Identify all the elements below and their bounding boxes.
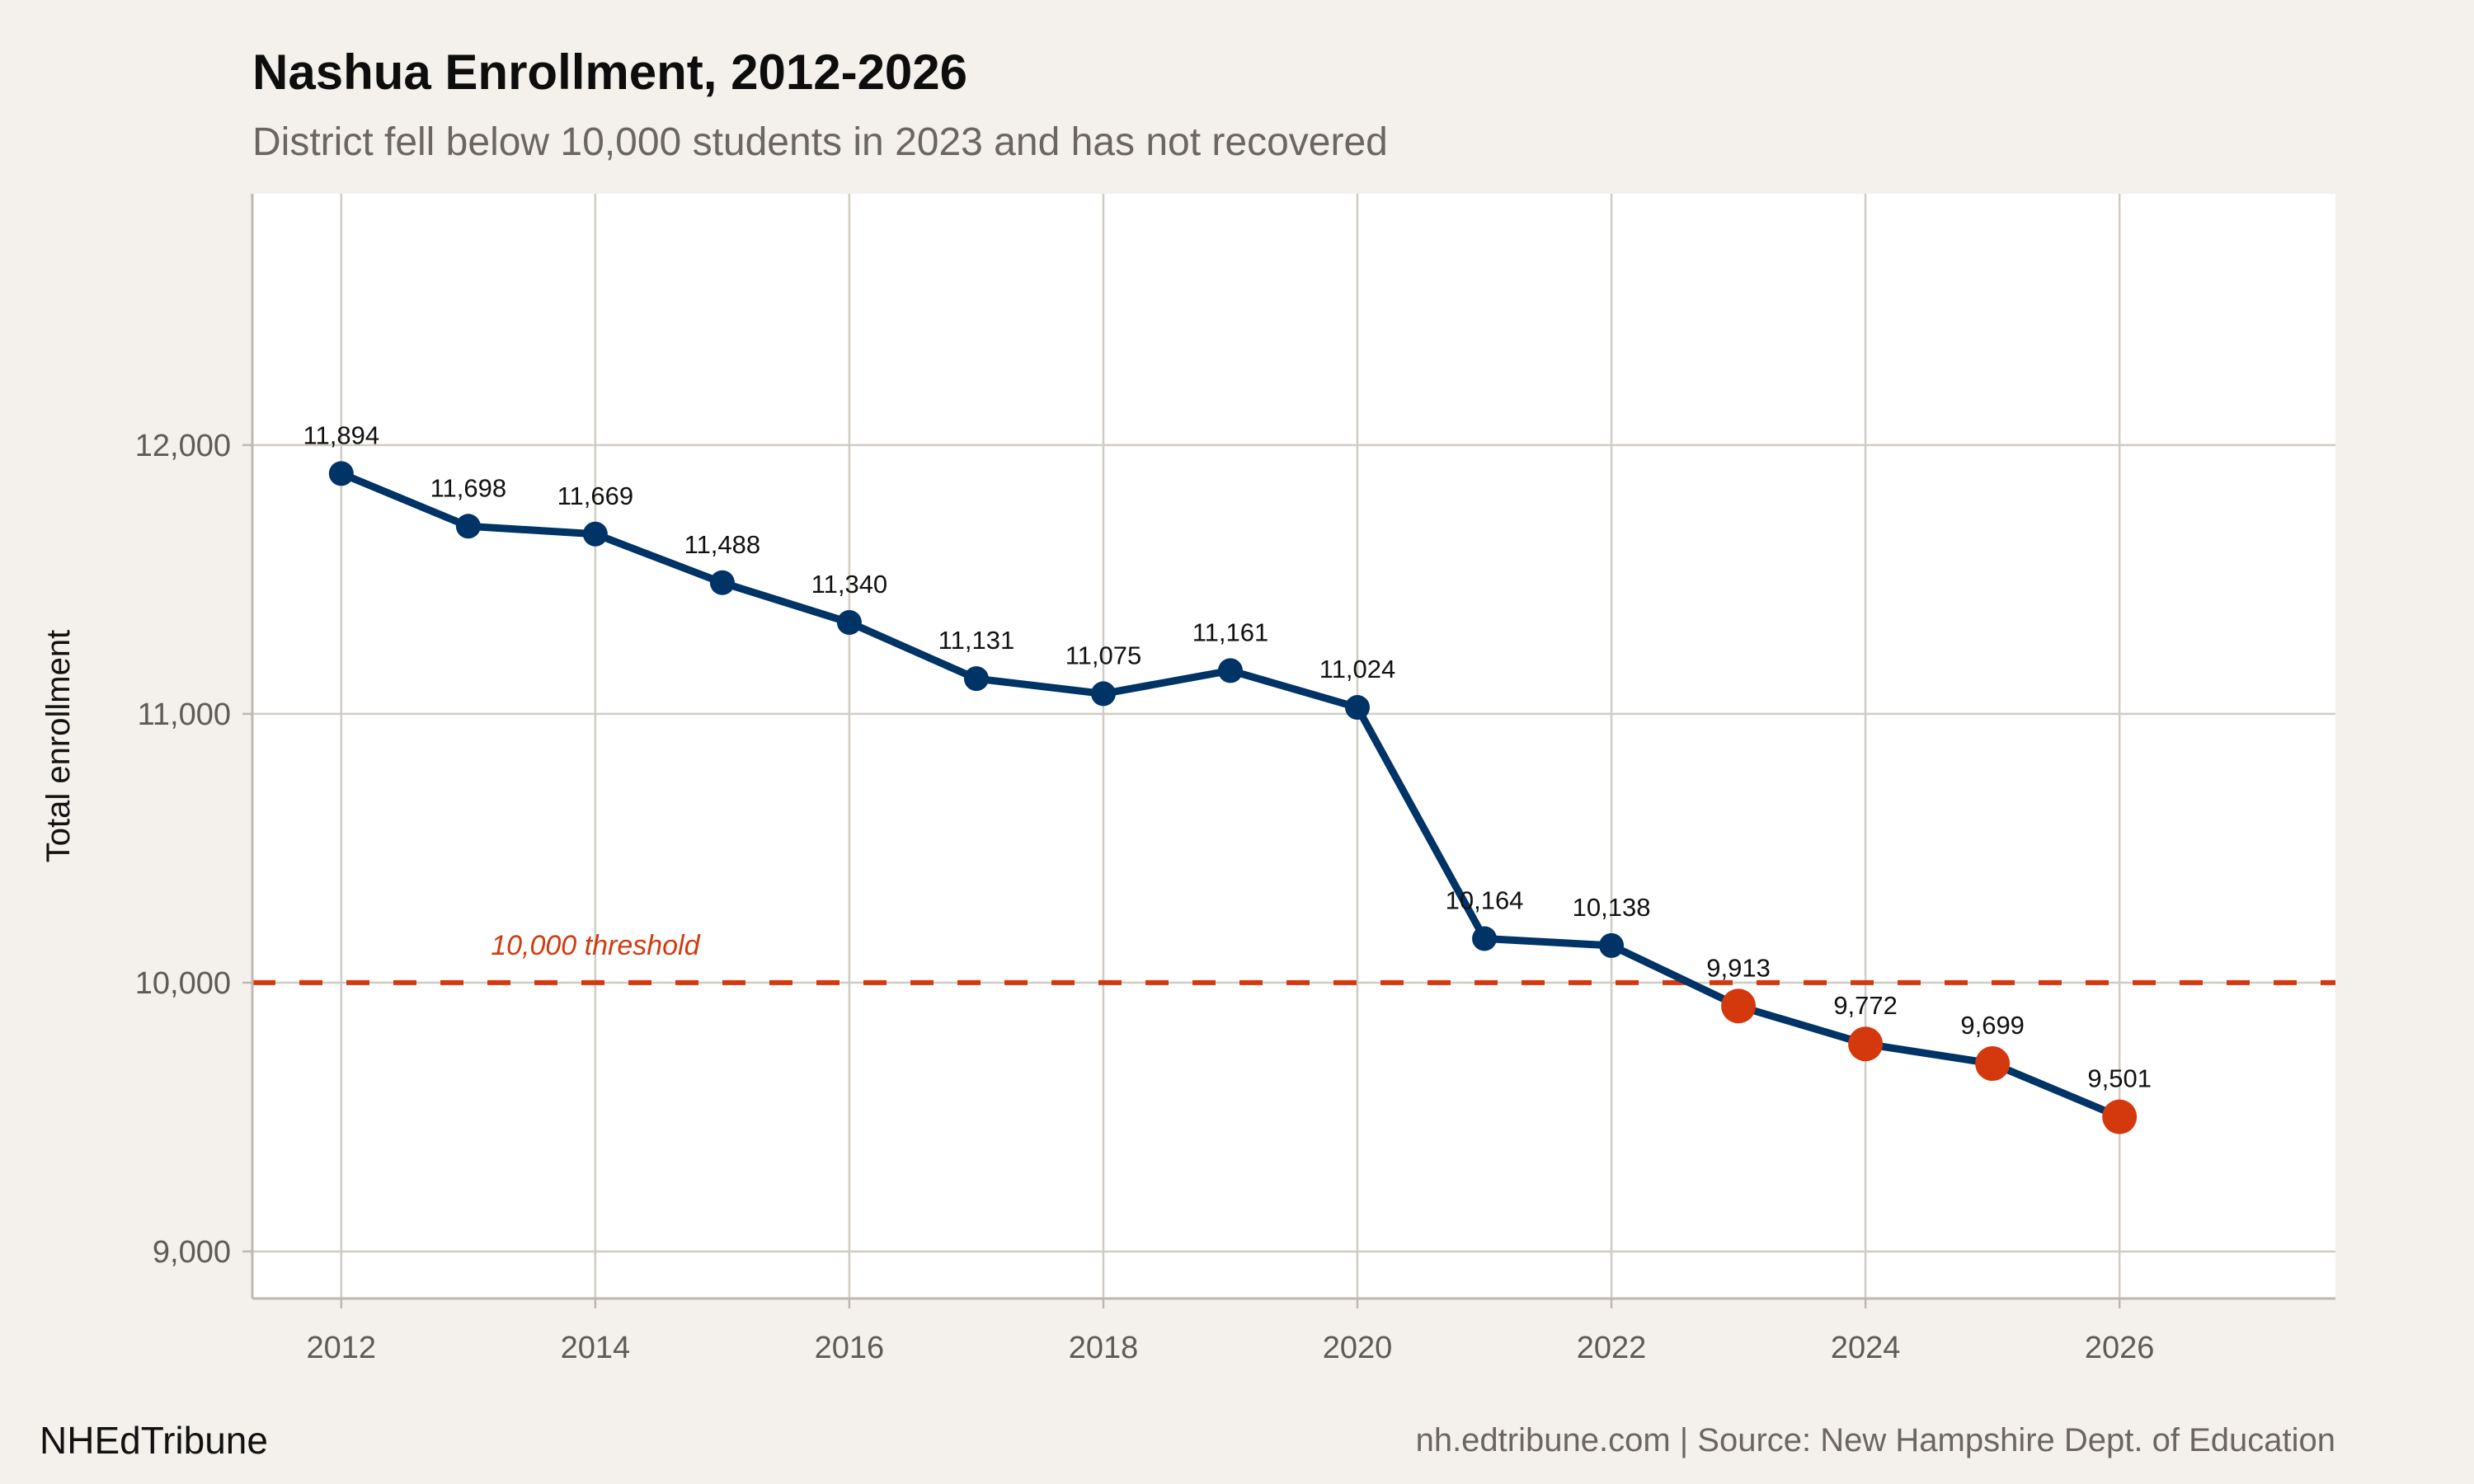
y-tick-label: 9,000 [153, 1235, 231, 1270]
data-point [2102, 1099, 2138, 1134]
data-point [709, 570, 735, 595]
axes: 2012 2014 2016 2018 2020 2022 2024 2026 9,000 10,… [135, 194, 2335, 1365]
data-point [328, 461, 354, 486]
y-tick-label: 12,000 [135, 429, 231, 463]
x-tick-label: 2012 [307, 1331, 377, 1365]
data-label: 11,488 [684, 530, 761, 559]
data-label: 11,131 [938, 626, 1015, 655]
data-label: 10,164 [1446, 885, 1524, 914]
data-point [1217, 658, 1243, 683]
data-label: 11,075 [1065, 641, 1142, 669]
data-point [1599, 932, 1625, 958]
data-label: 9,699 [1960, 1011, 2025, 1040]
series-line-group: 11,894 11,698 11,669 11,488 11,340 11,131 11,0… [303, 420, 2152, 1134]
brand-logo-text: NHEdTribune [40, 1419, 268, 1462]
chart-subtitle: District fell below 10,000 students in 2… [252, 120, 1388, 164]
x-tick-label: 2022 [1577, 1331, 1647, 1365]
y-axis-label: Total enrollment [40, 630, 77, 862]
data-point [1345, 695, 1371, 721]
data-label: 9,913 [1706, 953, 1771, 982]
source-caption: nh.edtribune.com | Source: New Hampshire… [1416, 1422, 2335, 1458]
x-tick-label: 2014 [561, 1331, 631, 1365]
y-tick-label: 11,000 [138, 697, 231, 732]
chart-title: Nashua Enrollment, 2012-2026 [252, 45, 967, 100]
data-point [455, 514, 481, 539]
data-label: 11,024 [1319, 655, 1396, 683]
data-label: 11,894 [303, 420, 380, 449]
data-point [1090, 681, 1116, 707]
data-point [1472, 926, 1498, 951]
x-tick-label: 2018 [1069, 1331, 1139, 1365]
data-point [582, 521, 608, 547]
data-label: 11,161 [1192, 618, 1269, 646]
data-label: 9,772 [1833, 991, 1898, 1020]
data-point [1848, 1026, 1884, 1062]
data-point [1975, 1046, 2011, 1082]
y-tick-label: 10,000 [135, 966, 231, 1001]
plot-panel [252, 194, 2335, 1298]
x-tick-label: 2020 [1323, 1331, 1393, 1365]
data-label: 11,340 [811, 570, 888, 599]
data-point [963, 666, 989, 692]
gridlines [252, 194, 2335, 1298]
threshold-label: 10,000 threshold [491, 930, 700, 961]
data-label: 10,138 [1573, 893, 1651, 922]
x-tick-label: 2024 [1831, 1331, 1901, 1365]
data-point [836, 610, 862, 636]
data-point [1721, 989, 1757, 1024]
x-tick-label: 2016 [815, 1331, 885, 1365]
x-tick-label: 2026 [2085, 1331, 2155, 1365]
data-label: 11,669 [557, 481, 634, 510]
data-label: 11,698 [430, 473, 507, 502]
data-label: 9,501 [2087, 1064, 2152, 1093]
